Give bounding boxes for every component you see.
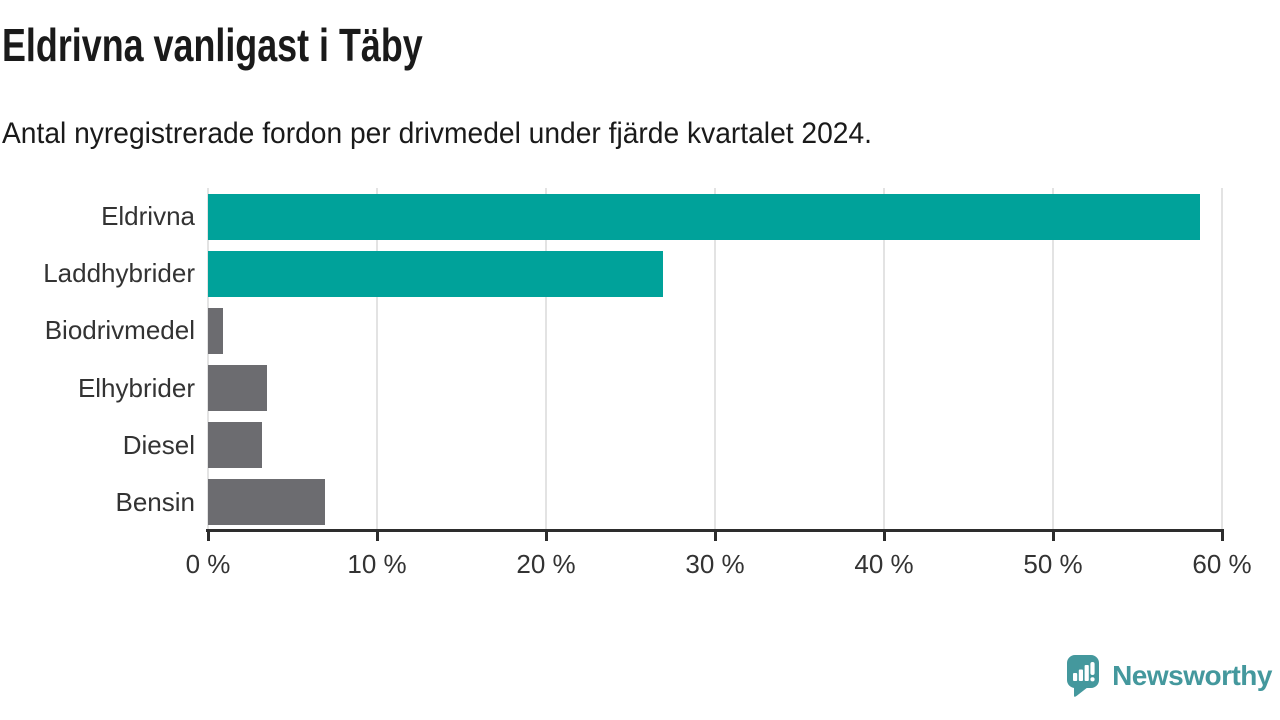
gridline-50-percent [1052,188,1054,531]
newsworthy-logo: Newsworthy [1066,652,1272,700]
bar-diesel [208,422,263,469]
category-label-biodrivmedel: Biodrivmedel [44,315,195,346]
category-label-diesel: Diesel [122,429,195,460]
gridline-40-percent [883,188,885,531]
bar-elhybrider [208,365,268,412]
x-axis-line [206,529,1224,532]
chart-title: Eldrivna vanligast i Täby [2,19,423,71]
x-tick-label-40-percent: 40 % [854,549,914,579]
bar-bensin [208,479,325,526]
gridline-30-percent [714,188,716,531]
x-tick-label-20-percent: 20 % [516,549,576,579]
newsworthy-speech-bubble-icon [1067,655,1100,697]
category-label-eldrivna: Eldrivna [101,201,195,231]
chart-subtitle: Antal nyregistrerade fordon per drivmede… [2,117,872,150]
bar-biodrivmedel [208,307,224,354]
newsworthy-logo-text: Newsworthy [1112,660,1272,691]
x-tick-label-30-percent: 30 % [685,549,745,579]
x-tick-30-percent [713,532,717,541]
x-tick-0-percent [206,532,210,541]
x-tick-label-60-percent: 60 % [1192,549,1252,579]
x-tick-20-percent [544,532,548,541]
category-label-bensin: Bensin [115,486,196,517]
category-label-laddhybrider: Laddhybrider [43,258,195,289]
bar-laddhybrider [208,250,663,297]
gridline-20-percent [545,188,547,531]
gridline-0-percent [207,188,209,531]
gridline-60-percent [1221,188,1223,531]
x-tick-10-percent [375,532,379,541]
x-tick-40-percent [882,532,886,541]
category-label-elhybrider: Elhybrider [77,372,195,403]
x-tick-label-50-percent: 50 % [1023,549,1083,579]
x-tick-label-0-percent: 0 % [185,549,231,579]
bar-eldrivna [208,193,1201,240]
x-tick-50-percent [1051,532,1055,541]
x-tick-label-10-percent: 10 % [347,549,407,579]
x-tick-60-percent [1220,532,1224,541]
gridline-10-percent [376,188,378,531]
